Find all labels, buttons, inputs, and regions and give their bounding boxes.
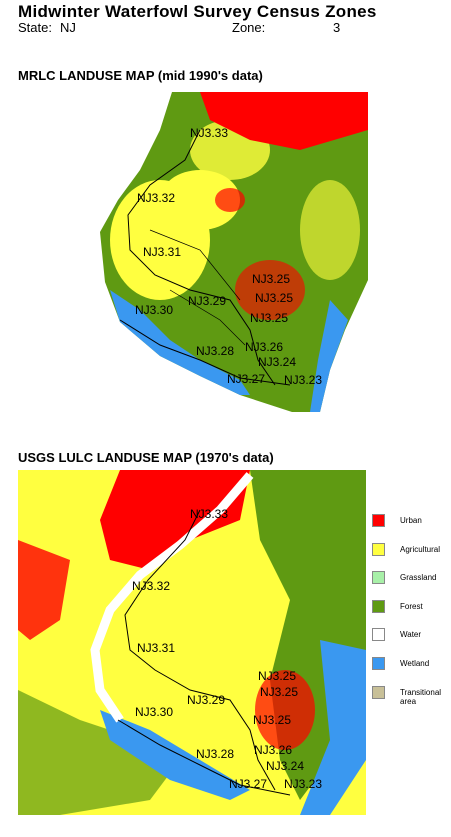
zone-label: NJ3.25 bbox=[252, 272, 290, 286]
state: NJ bbox=[60, 20, 76, 35]
legend-swatch bbox=[372, 686, 385, 699]
zone-label: NJ3.31 bbox=[137, 641, 175, 655]
zone-label: NJ3.30 bbox=[135, 303, 173, 317]
legend-label: Forest bbox=[400, 602, 423, 611]
zone-label: NJ3.30 bbox=[135, 705, 173, 719]
zone-label: NJ3.33 bbox=[190, 126, 228, 140]
zone-label: NJ3.23 bbox=[284, 373, 322, 387]
legend-swatch bbox=[372, 543, 385, 556]
zone-label: NJ3.25 bbox=[260, 685, 298, 699]
legend-swatch bbox=[372, 628, 385, 641]
map-title: MRLC LANDUSE MAP (mid 1990's data) bbox=[18, 68, 263, 83]
zone: 3 bbox=[333, 20, 341, 35]
page-title: Midwinter Waterfowl Survey Census Zones bbox=[18, 2, 377, 21]
legend-label: Water bbox=[400, 630, 422, 639]
zone-label: NJ3.32 bbox=[137, 191, 175, 205]
zone-label: NJ3.26 bbox=[245, 340, 283, 354]
zone-label: NJ3.28 bbox=[196, 344, 234, 358]
zone-label: NJ3.24 bbox=[266, 759, 304, 773]
zone-label: NJ3.23 bbox=[284, 777, 322, 791]
zone-label: NJ3.32 bbox=[132, 579, 170, 593]
legend-label: Agricultural bbox=[400, 545, 441, 554]
zone-label: NJ3.27 bbox=[229, 777, 267, 791]
zone-label: NJ3.25 bbox=[253, 713, 291, 727]
zone-label: NJ3.29 bbox=[188, 294, 226, 308]
map-1 bbox=[100, 92, 368, 412]
zone-label: NJ3.25 bbox=[250, 311, 288, 325]
zone-label: NJ3.24 bbox=[258, 355, 296, 369]
legend-swatch bbox=[372, 600, 385, 613]
map-title: USGS LULC LANDUSE MAP (1970's data) bbox=[18, 450, 274, 465]
legend-label: Wetland bbox=[400, 659, 430, 668]
zone-label: NJ3.33 bbox=[190, 507, 228, 521]
zone-label: NJ3.26 bbox=[254, 743, 292, 757]
legend-swatch bbox=[372, 514, 385, 527]
zone-label: NJ3.27 bbox=[227, 372, 265, 386]
state-label: State: bbox=[18, 20, 52, 35]
zone-label: NJ3.25 bbox=[255, 291, 293, 305]
legend-label: Urban bbox=[400, 516, 422, 525]
legend-label: Transitional area bbox=[400, 688, 442, 706]
legend-swatch bbox=[372, 657, 385, 670]
map-2 bbox=[18, 470, 366, 815]
legend-label: Grassland bbox=[400, 573, 437, 582]
zone-label: Zone: bbox=[232, 20, 266, 35]
legend-swatch bbox=[372, 571, 385, 584]
zone-label: NJ3.28 bbox=[196, 747, 234, 761]
zone-label: NJ3.29 bbox=[187, 693, 225, 707]
zone-label: NJ3.25 bbox=[258, 669, 296, 683]
zone-label: NJ3.31 bbox=[143, 245, 181, 259]
